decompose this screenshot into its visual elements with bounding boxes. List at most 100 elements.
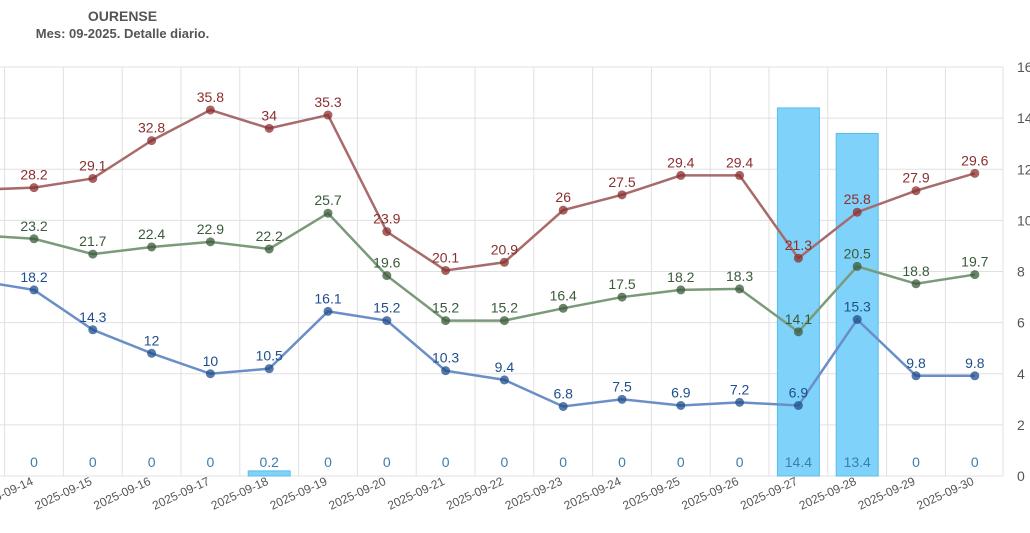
series-point <box>735 170 745 180</box>
series-point <box>970 371 980 381</box>
series-value-label: 34 <box>261 107 277 123</box>
x-tick-label: 2025-09-26 <box>679 474 741 513</box>
series-point <box>676 400 686 410</box>
series-point <box>499 375 509 385</box>
series-point <box>852 315 862 325</box>
series-value-label: 21.7 <box>79 233 106 249</box>
bar-value-label: 0 <box>383 454 391 470</box>
series-value-label: 18.2 <box>20 269 47 285</box>
x-tick-label: 2025-09-20 <box>327 474 389 513</box>
series-point <box>205 237 215 247</box>
y-tick-label: 4 <box>1017 366 1025 382</box>
bar-value-label: 0 <box>971 454 979 470</box>
x-tick-label: 2025-09-15 <box>33 474 95 513</box>
bar-value-label: 0.2 <box>259 454 279 470</box>
y-tick-label: 16 <box>1017 59 1030 75</box>
series-value-label: 15.2 <box>491 300 518 316</box>
series-value-label: 19.6 <box>373 255 400 271</box>
series-value-label: 22.4 <box>138 226 165 242</box>
series-value-label: 22.2 <box>256 228 283 244</box>
bar-value-label: 0 <box>148 454 156 470</box>
bar-value-label: 0 <box>442 454 450 470</box>
series-point <box>970 168 980 178</box>
series-point <box>793 400 803 410</box>
series-value-label: 35.3 <box>314 94 341 110</box>
precipitation-bar <box>776 107 820 477</box>
series-value-label: 35.8 <box>197 89 224 105</box>
bar-value-label: 0 <box>30 454 38 470</box>
series-point <box>617 394 627 404</box>
series-value-label: 27.9 <box>902 170 929 186</box>
series-value-label: 29.4 <box>667 154 694 170</box>
series-point <box>29 234 39 244</box>
series-value-label: 20.1 <box>432 249 459 265</box>
series-value-label: 6.9 <box>789 384 809 400</box>
series-value-label: 10 <box>203 353 219 369</box>
series-point <box>323 110 333 120</box>
series-point <box>147 242 157 252</box>
bar-value-label: 0 <box>501 454 509 470</box>
series-value-label: 18.3 <box>726 268 753 284</box>
series-point <box>29 183 39 193</box>
x-tick-label: 2025-09-30 <box>915 474 977 513</box>
series-point <box>264 364 274 374</box>
series-value-label: 23.2 <box>20 218 47 234</box>
series-value-label: 14.1 <box>785 311 812 327</box>
series-point <box>147 348 157 358</box>
series-line-0 <box>0 108 976 272</box>
series-point <box>88 249 98 259</box>
y-tick-label: 14 <box>1017 110 1030 126</box>
series-point <box>264 123 274 133</box>
series-point <box>29 285 39 295</box>
bar-value-label: 0 <box>677 454 685 470</box>
series-point <box>852 207 862 217</box>
series-value-label: 9.8 <box>965 355 985 371</box>
x-tick-label: 2025-09-16 <box>91 474 153 513</box>
series-point <box>382 271 392 281</box>
x-tick-label: 2025-09-28 <box>797 474 859 513</box>
series-point <box>88 173 98 183</box>
series-value-label: 22.9 <box>197 221 224 237</box>
series-point <box>499 257 509 267</box>
series-point <box>441 366 451 376</box>
y-tick-label: 0 <box>1017 468 1025 484</box>
series-value-label: 16.4 <box>550 287 577 303</box>
y-tick-label: 2 <box>1017 417 1025 433</box>
y-tick-label: 10 <box>1017 212 1030 228</box>
series-value-label: 27.5 <box>608 174 635 190</box>
series-value-label: 6.9 <box>671 384 691 400</box>
series-value-label: 29.6 <box>961 152 988 168</box>
series-point <box>911 186 921 196</box>
series-value-label: 9.8 <box>906 355 926 371</box>
series-value-label: 18.2 <box>667 269 694 285</box>
series-point <box>441 265 451 275</box>
series-value-label: 9.4 <box>495 359 515 375</box>
series-point <box>793 253 803 263</box>
series-point <box>676 170 686 180</box>
series-value-label: 23.9 <box>373 211 400 227</box>
series-point <box>735 397 745 407</box>
series-value-label: 19.7 <box>961 254 988 270</box>
x-tick-label: 2025-09-14 <box>0 474 36 513</box>
series-point <box>323 208 333 218</box>
series-point <box>205 105 215 115</box>
series-value-label: 29.4 <box>726 154 753 170</box>
bar-value-label: 13.4 <box>844 454 871 470</box>
series-value-label: 6.8 <box>553 385 573 401</box>
series-point <box>558 205 568 215</box>
series-value-label: 7.2 <box>730 381 750 397</box>
precipitation-bar <box>835 132 879 477</box>
bar-value-label: 0 <box>912 454 920 470</box>
x-tick-label: 2025-09-23 <box>503 474 565 513</box>
series-point <box>88 325 98 335</box>
x-tick-label: 2025-09-18 <box>209 474 271 513</box>
series-value-label: 21.3 <box>785 237 812 253</box>
series-value-label: 10.3 <box>432 350 459 366</box>
series-value-label: 16.1 <box>314 290 341 306</box>
x-tick-label: 2025-09-27 <box>738 474 800 513</box>
series-value-label: 12 <box>144 332 160 348</box>
series-point <box>970 270 980 280</box>
x-tick-label: 2025-09-19 <box>268 474 330 513</box>
x-tick-label: 2025-09-25 <box>621 474 683 513</box>
